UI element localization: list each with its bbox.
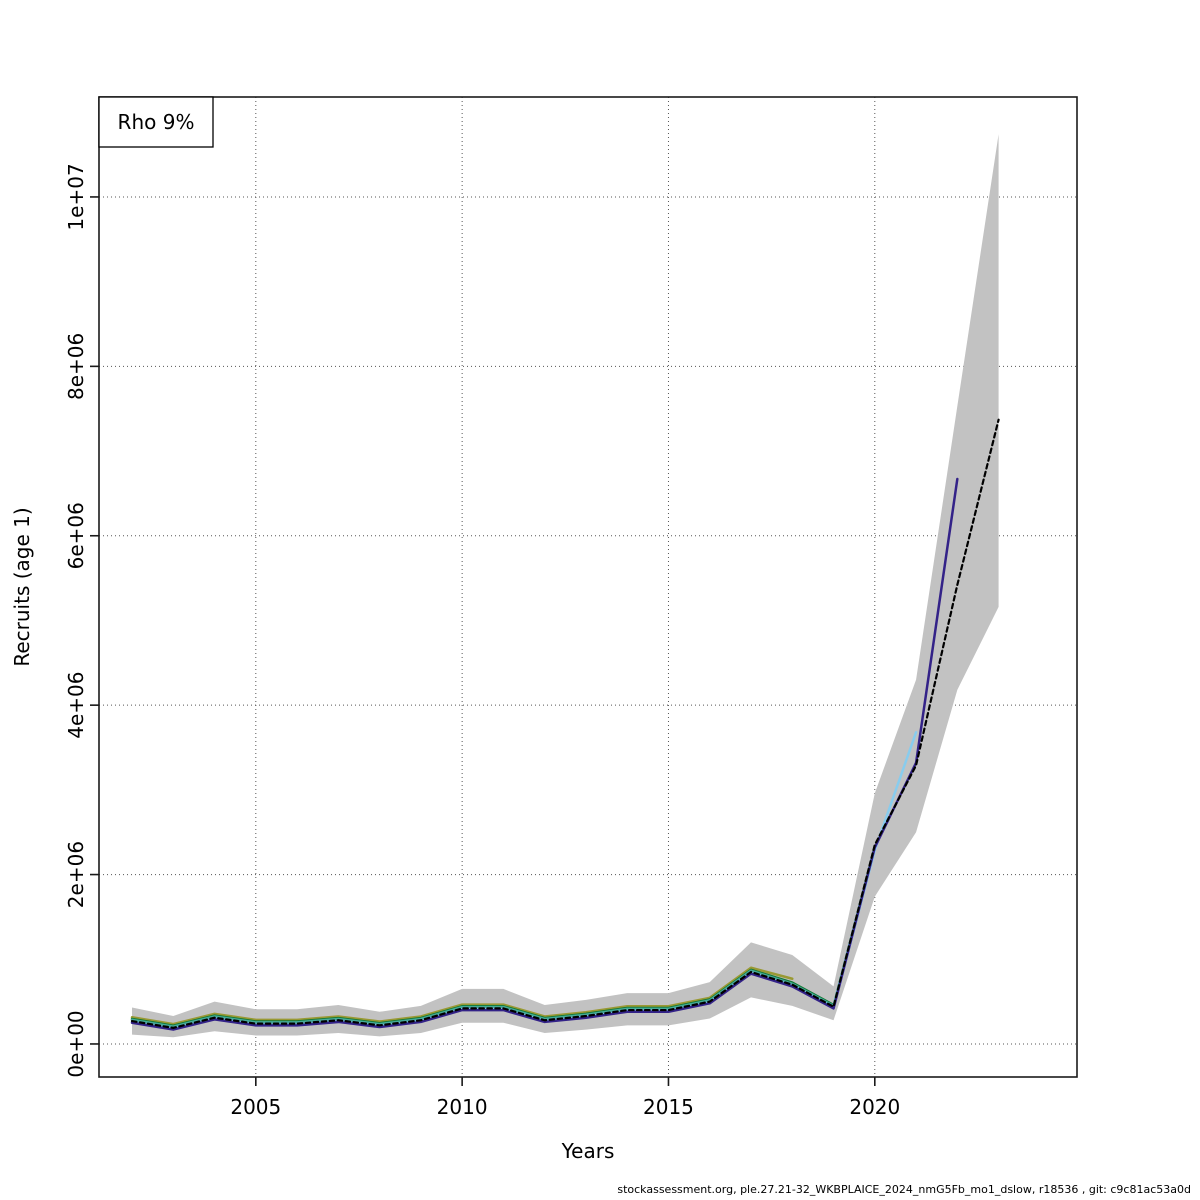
legend-rho-label: Rho 9% (118, 110, 195, 134)
base-run-2023-line (130, 418, 1000, 1029)
y-tick-label: 8e+06 (64, 333, 88, 400)
base-run-confidence-band (132, 134, 999, 1038)
retro-peel-2020-line (130, 845, 877, 1028)
x-tick-label: 2020 (849, 1095, 900, 1119)
y-tick-label: 0e+00 (64, 1010, 88, 1077)
y-axis-title: Recruits (age 1) (10, 507, 34, 666)
x-tick-label: 2010 (437, 1095, 488, 1119)
retro-peel-2022-line (130, 477, 959, 1031)
x-tick-label: 2005 (230, 1095, 281, 1119)
y-tick-label: 6e+06 (64, 502, 88, 569)
plot-border (98, 96, 1078, 1078)
footer-attribution: stockassessment.org, ple.27.21-32_WKBPLA… (617, 1183, 1191, 1196)
y-tick-label: 2e+06 (64, 841, 88, 908)
retro-peel-2018-line (130, 966, 794, 1026)
x-tick-label: 2015 (643, 1095, 694, 1119)
legend-box: Rho 9% (98, 96, 214, 148)
x-axis-title: Years (561, 1139, 615, 1163)
legend-frame (98, 96, 214, 148)
y-tick-label: 4e+06 (64, 672, 88, 739)
plot-area: 2005 2010 2015 2020 0e+00 2e+06 4e+06 6e+06 8e+0… (64, 96, 1078, 1119)
y-tick-label: 1e+07 (64, 163, 88, 230)
